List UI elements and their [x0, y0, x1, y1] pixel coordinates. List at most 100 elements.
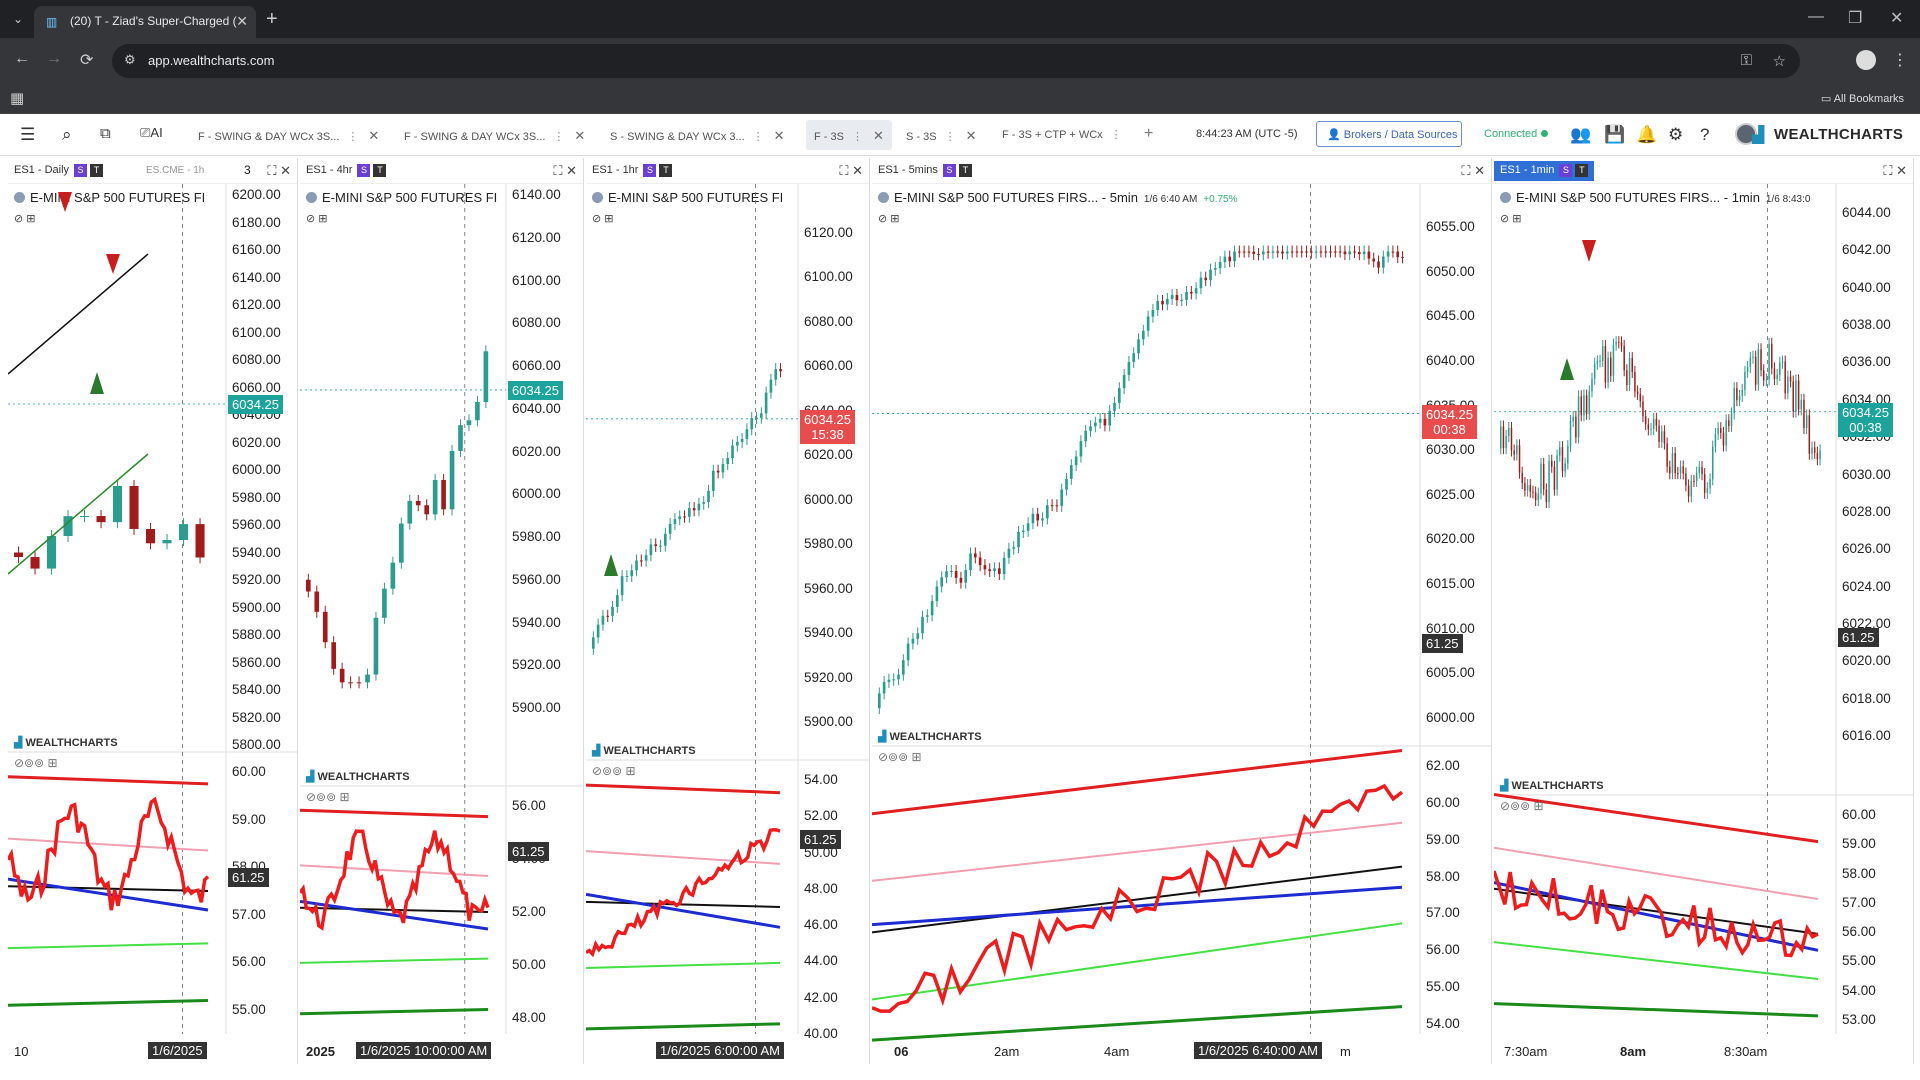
layout-tab-1[interactable]: F - SWING & DAY WCx 3S... ⋮ ✕ [198, 128, 380, 143]
hide-icon[interactable]: ⊘⊚⊚ [14, 756, 48, 770]
maximize-icon[interactable]: ⛶ [1883, 163, 1897, 178]
hide-icon[interactable]: ⊘⊚⊚ [1500, 799, 1534, 813]
close-icon[interactable]: ✕ [852, 163, 863, 178]
study-badge[interactable]: S [74, 164, 88, 177]
hide-icon[interactable]: ⊘ [306, 213, 319, 225]
candle [1262, 251, 1265, 255]
hide-icon[interactable]: ⊘ [592, 213, 605, 225]
close-icon[interactable]: ✕ [566, 163, 577, 178]
ai-icon[interactable]: ⎚AI [140, 125, 163, 140]
template-badge[interactable]: T [958, 164, 972, 177]
study-badge[interactable]: S [942, 164, 956, 177]
layouts-icon[interactable]: ⧉ [100, 125, 111, 142]
bookmark-star-icon[interactable]: ☆ [1772, 53, 1786, 70]
symbol-tab[interactable]: ES1 - 4hr S T [300, 161, 392, 181]
add-study-icon[interactable]: ⊞ [625, 764, 636, 778]
chart-panel-2[interactable]: ES1 - 4hr S T ⛶ ✕ E-MINI S&P 500 FUTURES FI ⊘… [300, 158, 584, 1064]
chart-canvas[interactable] [8, 184, 298, 1064]
template-badge[interactable]: T [1575, 164, 1589, 177]
symbol-tab[interactable]: ES1 - 5mins S T [872, 161, 978, 181]
add-layout-plus-icon[interactable]: + [1144, 125, 1154, 142]
hamburger-menu-icon[interactable]: ☰ [20, 125, 36, 144]
hide-icon[interactable]: ⊘⊚⊚ [878, 750, 912, 764]
chart-canvas[interactable] [1494, 184, 1914, 1064]
linked-count[interactable]: 3 [244, 163, 251, 177]
browser-tab-active[interactable]: ▥ (20) T - Ziad's Super-Charged ( ✕ [34, 6, 256, 38]
symbol-tab[interactable]: ES1 - 1hr S T [586, 161, 678, 181]
add-study-icon[interactable]: ⊞ [26, 213, 36, 225]
bell-icon[interactable]: 🔔 [1636, 125, 1658, 144]
profile-avatar-icon[interactable] [1856, 50, 1876, 70]
forward-arrow-icon[interactable]: → [46, 50, 62, 67]
hide-icon[interactable]: ⊘ [14, 213, 27, 225]
tab-close-icon[interactable]: ✕ [236, 13, 248, 29]
user-avatar[interactable] [1735, 123, 1757, 145]
close-icon[interactable]: ✕ [1896, 163, 1907, 178]
maximize-icon[interactable]: ⛶ [839, 163, 853, 178]
symbol-tab[interactable]: ES1 - 1min S T [1494, 161, 1595, 181]
add-study-icon[interactable]: ⊞ [911, 750, 922, 764]
reload-icon[interactable]: ⟳ [80, 52, 94, 69]
hide-icon[interactable]: ⊘⊚⊚ [592, 764, 626, 778]
maximize-icon[interactable]: ⛶ [267, 163, 281, 178]
add-study-icon[interactable]: ⊞ [1512, 213, 1522, 225]
info-icon[interactable] [306, 192, 317, 203]
maximize-icon[interactable]: ⛶ [553, 163, 567, 178]
layout-tab-5[interactable]: S - 3S ⋮ ✕ [906, 128, 977, 143]
hide-icon[interactable]: ⊘ [1500, 213, 1513, 225]
add-study-icon[interactable]: ⊞ [318, 213, 328, 225]
study-badge[interactable]: S [1559, 164, 1573, 177]
help-icon[interactable]: ? [1700, 125, 1710, 144]
layout-tab-3[interactable]: S - SWING & DAY WCx 3... ⋮ ✕ [610, 128, 785, 143]
linked-symbol[interactable]: ES.CME - 1h [146, 165, 205, 176]
chart-panel-4[interactable]: ES1 - 5mins S T ⛶ ✕ E-MINI S&P 500 FUTURES F… [872, 158, 1492, 1064]
info-icon[interactable] [14, 192, 25, 203]
chart-panel-3[interactable]: ES1 - 1hr S T ⛶ ✕ E-MINI S&P 500 FUTURES FI ⊘… [586, 158, 870, 1064]
hide-icon[interactable]: ⊘⊚⊚ [306, 790, 340, 804]
site-info-icon[interactable]: ⚙ [124, 52, 136, 67]
info-icon[interactable] [878, 192, 889, 203]
chart-canvas[interactable] [300, 184, 584, 1064]
hide-icon[interactable]: ⊘ [878, 213, 891, 225]
info-icon[interactable] [592, 192, 603, 203]
brokers-data-sources-button[interactable]: 👤 Brokers / Data Sources [1316, 121, 1462, 147]
add-study-icon[interactable]: ⊞ [1533, 799, 1544, 813]
new-tab-plus-icon[interactable]: + [266, 8, 278, 30]
browser-menu-icon[interactable]: ⋮ [1892, 52, 1908, 69]
search-icon[interactable]: ⌕ [62, 125, 72, 144]
add-study-icon[interactable]: ⊞ [604, 213, 614, 225]
layout-tab-2[interactable]: F - SWING & DAY WCx 3S... ⋮ ✕ [404, 128, 586, 143]
layout-tab-4-active[interactable]: F - 3S ⋮ ✕ [806, 120, 892, 150]
close-window-icon[interactable]: ✕ [1890, 10, 1904, 27]
gear-icon[interactable]: ⚙ [1668, 125, 1684, 144]
apps-grid-icon[interactable]: ▦ [10, 90, 25, 107]
maximize-icon[interactable]: ⛶ [1461, 163, 1475, 178]
chart-panel-5[interactable]: ES1 - 1min S T ⛶ ✕ E-MINI S&P 500 FUTURES FI… [1494, 158, 1914, 1064]
save-icon[interactable]: 💾 [1604, 125, 1626, 144]
url-field[interactable]: ⚙ app.wealthcharts.com ⚿ ☆ [112, 44, 1800, 78]
tab-search-chevron-icon[interactable]: ⌄ [12, 12, 24, 26]
study-badge[interactable]: S [357, 164, 371, 177]
template-badge[interactable]: T [659, 164, 673, 177]
symbol-tab[interactable]: ES1 - Daily S T [8, 161, 109, 181]
minimize-icon[interactable]: — [1808, 8, 1824, 25]
chart-canvas[interactable] [872, 184, 1492, 1064]
add-study-icon[interactable]: ⊞ [339, 790, 350, 804]
restore-icon[interactable]: ❐ [1848, 10, 1863, 27]
close-icon[interactable]: ✕ [280, 163, 291, 178]
indicator-tools: ⊘⊚⊚ ⊞ [878, 750, 922, 764]
password-key-icon[interactable]: ⚿ [1740, 52, 1752, 69]
community-icon[interactable]: 👥 [1570, 125, 1592, 144]
study-badge[interactable]: S [643, 164, 657, 177]
template-badge[interactable]: T [90, 164, 104, 177]
info-icon[interactable] [1500, 192, 1511, 203]
template-badge[interactable]: T [373, 164, 387, 177]
layout-tab-6[interactable]: F - 3S + CTP + WCx ⋮ [1002, 129, 1122, 141]
chart-panel-1[interactable]: ES1 - Daily S T ES.CME - 1h 3 ⛶ ✕ E-MINI S&P 5… [8, 158, 298, 1064]
back-arrow-icon[interactable]: ← [14, 50, 30, 67]
add-study-icon[interactable]: ⊞ [47, 756, 58, 770]
all-bookmarks-link[interactable]: ▭ All Bookmarks [1820, 93, 1904, 105]
close-icon[interactable]: ✕ [1474, 163, 1485, 178]
add-study-icon[interactable]: ⊞ [890, 213, 900, 225]
chart-canvas[interactable] [586, 184, 870, 1064]
